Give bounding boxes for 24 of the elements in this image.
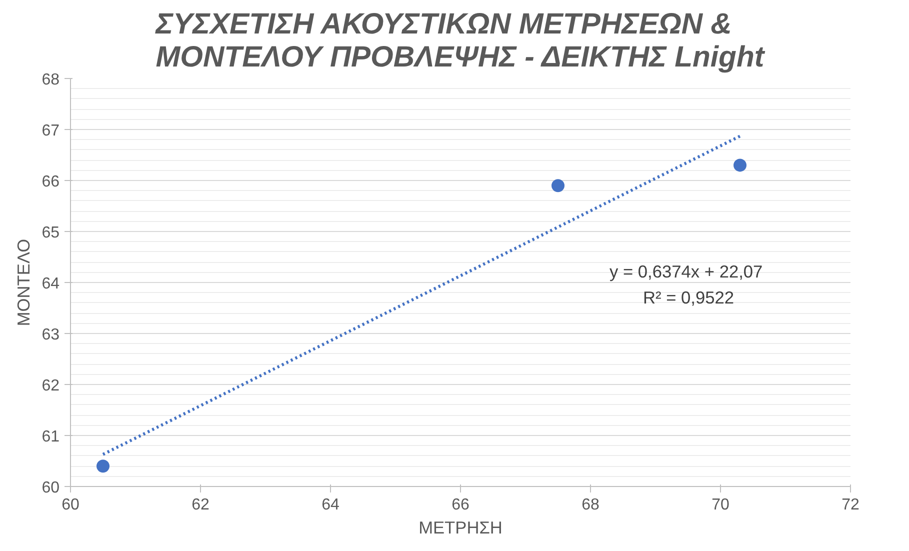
y-tick-label: 67 [42, 122, 60, 140]
x-axis-title: ΜΕΤΡΗΣΗ [418, 518, 502, 538]
y-tick-label: 61 [42, 428, 60, 446]
x-tick-label: 64 [322, 496, 340, 514]
x-tick-label: 62 [192, 496, 210, 514]
point [734, 158, 746, 172]
annotation: y = 0,6374x + 22,07 [610, 262, 763, 282]
x-tick-label: 60 [62, 496, 80, 514]
chart-title: ΣΥΣΧΕΤΙΣΗ ΑΚΟΥΣΤΙΚΩΝ ΜΕΤΡΗΣΕΩΝ & ΜΟΝΤΕΛΟΥ ΠΡΟΒΛΕΨΗΣ - ΔΕΙΚΤΗΣ Lnight [154, 8, 766, 74]
x-tick-label: 72 [842, 496, 860, 514]
point [552, 179, 564, 192]
annotation: R² = 0,9522 [642, 288, 734, 308]
y-tick-label: 64 [42, 276, 60, 292]
y-tick-label: 62 [42, 378, 60, 394]
x-tick-label: 70 [712, 496, 730, 514]
x-tick-label: 66 [452, 496, 470, 514]
y-tick-label: 68 [42, 72, 60, 88]
x-tick-label: 68 [582, 496, 600, 514]
y-tick-label: 63 [42, 326, 60, 344]
y-axis-title: ΜΟΝΤΕΛΟ [14, 238, 34, 326]
y-tick-label: 60 [42, 480, 60, 496]
y-tick-label: 66 [42, 174, 60, 190]
point [96, 460, 110, 473]
y-tick-label: 65 [42, 224, 60, 242]
